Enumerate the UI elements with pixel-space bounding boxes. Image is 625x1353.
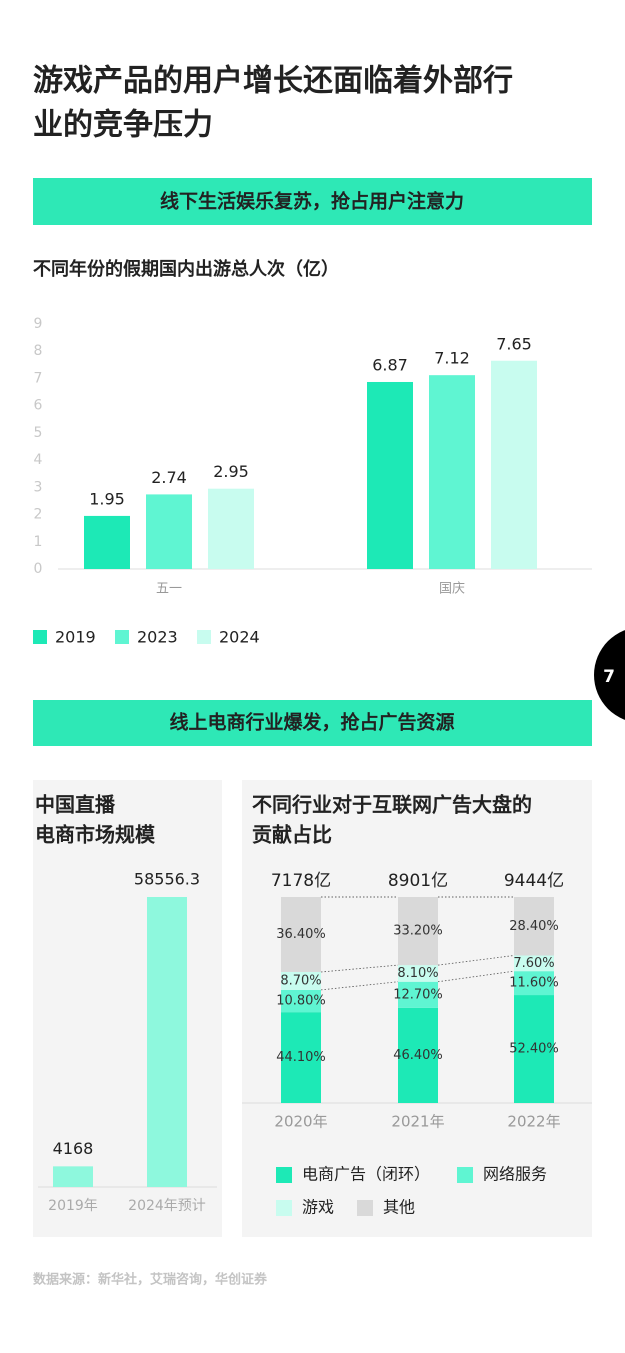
- value-label: 33.20%: [393, 924, 443, 939]
- bar: [84, 515, 130, 569]
- x-tick-label: 2022年: [507, 1113, 560, 1131]
- legend-swatch: [115, 630, 129, 644]
- value-label: 8.70%: [280, 973, 321, 988]
- bar-segment: [281, 989, 321, 1013]
- legend-label: 2019: [55, 628, 96, 647]
- x-tick-label: 2024年预计: [128, 1198, 206, 1214]
- chart-title: 电商市场规模: [35, 823, 156, 847]
- value-label: 44.10%: [276, 1050, 326, 1065]
- value-label: 12.70%: [393, 987, 443, 1002]
- bar-segment: [398, 897, 438, 966]
- x-tick-label: 五一: [156, 582, 182, 597]
- x-tick-label: 2020年: [274, 1113, 327, 1131]
- y-tick-label: 9: [34, 316, 43, 332]
- bar-segment: [281, 1012, 321, 1103]
- value-label: 10.80%: [276, 994, 326, 1009]
- bar: [208, 488, 254, 569]
- page-title: 业的竞争压力: [33, 108, 213, 143]
- value-label: 52.40%: [509, 1042, 559, 1057]
- y-tick-label: 6: [34, 398, 43, 414]
- connector: [320, 981, 399, 991]
- bar-segment: [398, 965, 438, 982]
- x-tick-label: 2021年: [391, 1113, 444, 1131]
- chart-title: 不同行业对于互联网广告大盘的: [252, 793, 532, 817]
- legend-label: 2023: [137, 628, 178, 647]
- y-tick-label: 1: [34, 534, 43, 550]
- legend-swatch: [457, 1167, 473, 1183]
- page-number: 7: [603, 667, 615, 687]
- bar-segment: [514, 955, 554, 972]
- banner: [33, 700, 592, 746]
- legend-swatch: [357, 1200, 373, 1216]
- connector: [437, 970, 515, 983]
- connector: [437, 955, 515, 966]
- bar: [53, 1166, 93, 1187]
- y-tick-label: 5: [34, 425, 43, 441]
- value-label: 2.74: [151, 468, 187, 487]
- value-label: 58556.3: [134, 870, 200, 889]
- value-label: 11.60%: [509, 976, 559, 991]
- legend-swatch: [276, 1167, 292, 1183]
- chart-title: 不同年份的假期国内出游总人次（亿）: [33, 258, 339, 280]
- legend-label: 2024: [219, 628, 260, 647]
- annotation: 7178亿: [271, 871, 331, 891]
- legend-swatch: [276, 1200, 292, 1216]
- bar: [491, 360, 537, 569]
- y-tick-label: 2: [34, 507, 43, 523]
- value-label: 6.87: [372, 355, 408, 374]
- value-label: 36.40%: [276, 927, 326, 942]
- value-label: 7.65: [496, 334, 532, 353]
- annotation: 9444亿: [504, 871, 564, 891]
- banner: [33, 178, 592, 225]
- legend-label: 游戏: [302, 1198, 334, 1217]
- x-tick-label: 2019年: [48, 1198, 98, 1214]
- legend-label: 其他: [383, 1198, 415, 1217]
- chart-title: 贡献占比: [252, 823, 332, 847]
- bar-segment: [398, 981, 438, 1008]
- legend-swatch: [197, 630, 211, 644]
- bar: [367, 381, 413, 569]
- value-label: 4168: [53, 1139, 94, 1158]
- page-badge: [594, 630, 625, 720]
- bar-segment: [514, 971, 554, 996]
- bar: [429, 375, 475, 569]
- legend-label: 电商广告（闭环）: [302, 1165, 430, 1184]
- bar-segment: [281, 971, 321, 990]
- value-label: 2.95: [213, 462, 249, 481]
- value-label: 46.40%: [393, 1048, 443, 1063]
- value-label: 7.60%: [513, 956, 554, 971]
- y-tick-label: 0: [34, 561, 43, 577]
- page-title: 游戏产品的用户增长还面临着外部行: [33, 64, 513, 99]
- bar-segment: [514, 897, 554, 956]
- legend-swatch: [33, 630, 47, 644]
- legend-label: 网络服务: [483, 1165, 547, 1184]
- value-label: 7.12: [434, 349, 470, 368]
- bar: [146, 494, 192, 569]
- y-tick-label: 8: [34, 343, 43, 359]
- annotation: 8901亿: [388, 871, 448, 891]
- banner-text: 线下生活娱乐复苏，抢占用户注意力: [160, 190, 464, 213]
- bar-segment: [398, 1007, 438, 1103]
- y-tick-label: 3: [34, 479, 43, 495]
- panel: [33, 780, 222, 1237]
- bar-segment: [514, 995, 554, 1103]
- bar-segment: [281, 897, 321, 972]
- chart-title: 中国直播: [35, 793, 116, 817]
- y-tick-label: 4: [34, 452, 43, 468]
- banner-text: 线上电商行业爆发，抢占广告资源: [169, 711, 454, 734]
- value-label: 8.10%: [397, 966, 438, 981]
- y-tick-label: 7: [34, 370, 43, 386]
- bar: [147, 897, 187, 1187]
- value-label: 28.40%: [509, 919, 559, 934]
- connector: [320, 964, 399, 973]
- x-tick-label: 国庆: [439, 582, 465, 597]
- value-label: 1.95: [89, 489, 125, 508]
- source: 数据来源：新华社，艾瑞咨询，华创证券: [33, 1272, 268, 1288]
